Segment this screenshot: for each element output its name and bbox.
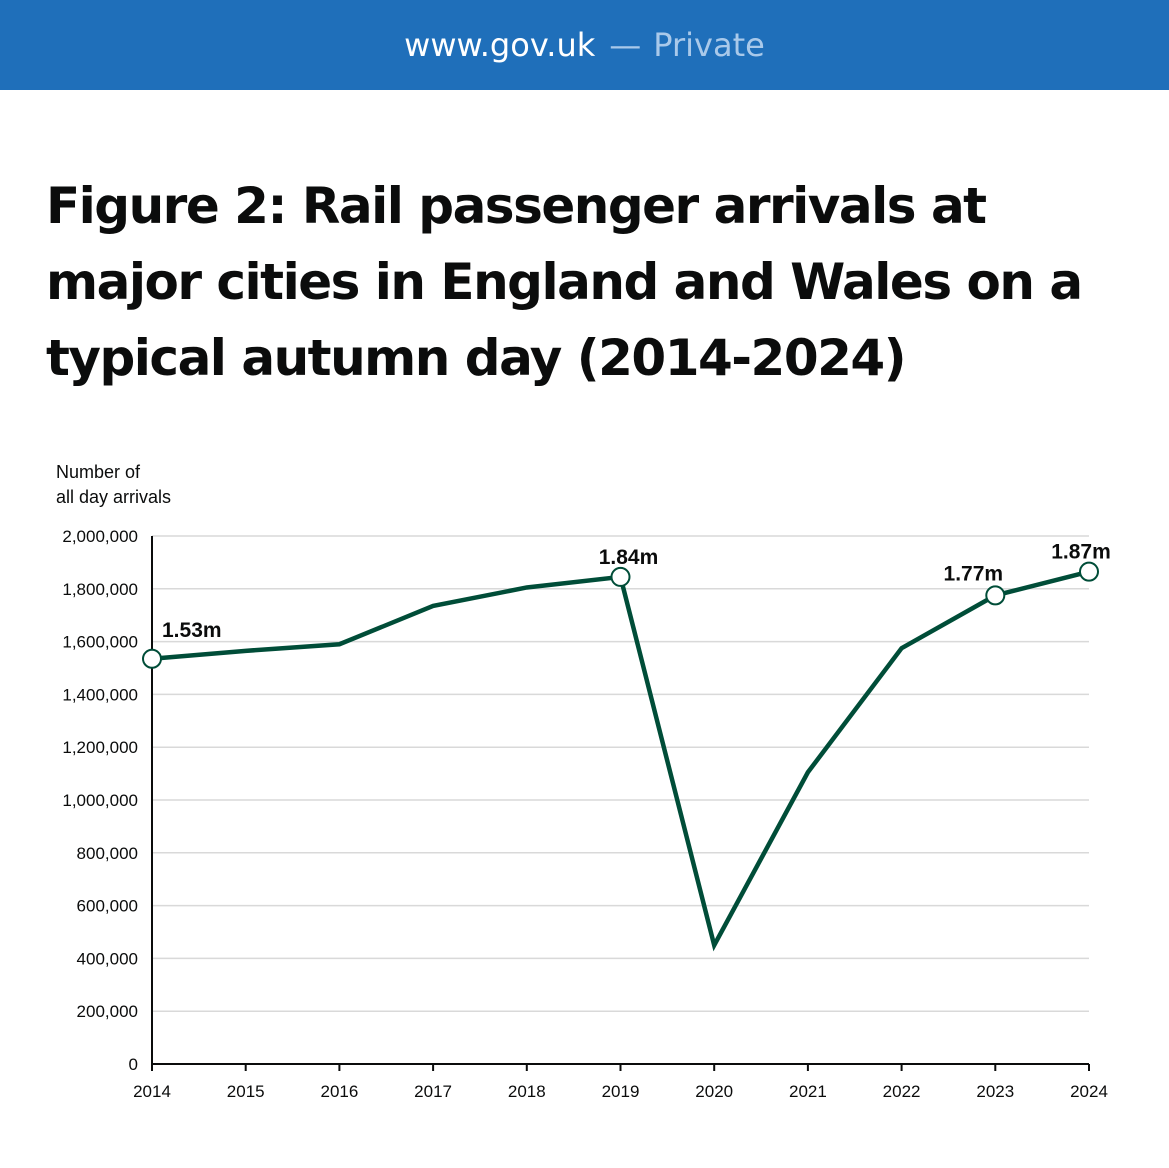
data-marker	[610, 566, 631, 587]
y-tick-label: 1,000,000	[62, 791, 138, 810]
data-marker	[1079, 561, 1099, 582]
data-label: 1.53m	[162, 619, 222, 642]
x-tick-label: 2021	[789, 1082, 827, 1101]
y-tick-label: 400,000	[77, 949, 138, 968]
data-marker	[985, 585, 1006, 606]
series-line-group	[151, 569, 1090, 952]
y-tick-label: 1,400,000	[62, 685, 138, 704]
x-tick-label: 2016	[320, 1082, 358, 1101]
figure-title: Figure 2: Rail passenger arrivals at maj…	[46, 177, 1083, 387]
browser-address-bar[interactable]: www.gov.uk — Private	[0, 0, 1169, 90]
x-tick-label: 2015	[227, 1082, 265, 1101]
y-tick-label: 1,600,000	[62, 633, 138, 652]
x-tick-label: 2019	[602, 1082, 640, 1101]
y-tick-label: 200,000	[77, 1002, 138, 1021]
y-axis-label-line: all day arrivals	[56, 487, 171, 507]
y-tick-label: 1,200,000	[62, 738, 138, 757]
address-separator: —	[609, 26, 642, 64]
data-label: 1.77m	[944, 562, 1004, 585]
y-tick-label: 0	[129, 1055, 138, 1074]
gridlines	[152, 535, 1089, 1012]
axes	[151, 536, 1090, 1071]
x-tick-label: 2018	[508, 1082, 546, 1101]
y-axis-label-line: Number of	[56, 462, 141, 482]
private-mode-label: Private	[653, 26, 765, 64]
data-markers	[142, 561, 1099, 669]
y-axis-label: Number of all day arrivals	[56, 462, 171, 507]
x-tick-label: 2014	[133, 1082, 171, 1101]
y-tick-label: 1,800,000	[62, 580, 138, 599]
data-labels: 1.53m 1.84m 1.77m 1.87m	[162, 541, 1111, 642]
y-tick-label: 800,000	[77, 844, 138, 863]
series-line	[151, 569, 1090, 952]
x-tick-labels: 2014 2015 2016 2017 2018 2019 2020 2021 2022 2023…	[133, 1082, 1108, 1101]
x-tick-label: 2024	[1070, 1082, 1108, 1101]
x-tick-label: 2020	[695, 1082, 733, 1101]
address-url[interactable]: www.gov.uk	[404, 26, 596, 64]
data-label: 1.84m	[599, 546, 659, 569]
y-tick-labels: 0 200,000 400,000 600,000 800,000 1,000,000 1,…	[62, 527, 138, 1074]
x-tick-label: 2017	[414, 1082, 452, 1101]
y-tick-label: 600,000	[77, 897, 138, 916]
data-marker	[142, 648, 162, 669]
x-tick-label: 2023	[976, 1082, 1014, 1101]
x-tick-label: 2022	[883, 1082, 921, 1101]
y-tick-label: 2,000,000	[62, 527, 138, 546]
data-label: 1.87m	[1051, 541, 1111, 564]
